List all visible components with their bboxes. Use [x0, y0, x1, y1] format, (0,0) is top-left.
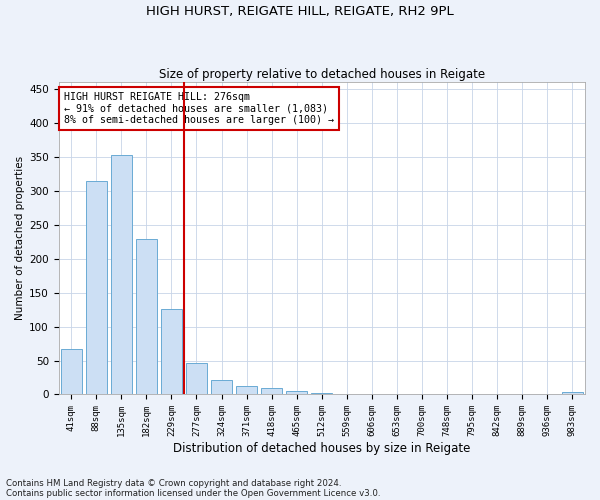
- Bar: [61, 349, 82, 395]
- Title: Size of property relative to detached houses in Reigate: Size of property relative to detached ho…: [159, 68, 485, 81]
- Bar: [211, 380, 232, 394]
- Bar: [186, 363, 207, 394]
- Bar: [236, 386, 257, 394]
- Bar: [136, 239, 157, 394]
- Text: HIGH HURST REIGATE HILL: 276sqm
← 91% of detached houses are smaller (1,083)
8% : HIGH HURST REIGATE HILL: 276sqm ← 91% of…: [64, 92, 334, 124]
- Bar: [86, 182, 107, 394]
- Text: HIGH HURST, REIGATE HILL, REIGATE, RH2 9PL: HIGH HURST, REIGATE HILL, REIGATE, RH2 9…: [146, 5, 454, 18]
- Bar: [311, 393, 332, 394]
- Bar: [261, 388, 283, 394]
- Bar: [161, 309, 182, 394]
- Bar: [110, 156, 132, 394]
- Text: Contains HM Land Registry data © Crown copyright and database right 2024.: Contains HM Land Registry data © Crown c…: [6, 478, 341, 488]
- Text: Contains public sector information licensed under the Open Government Licence v3: Contains public sector information licen…: [6, 488, 380, 498]
- Bar: [286, 391, 307, 394]
- Y-axis label: Number of detached properties: Number of detached properties: [15, 156, 25, 320]
- X-axis label: Distribution of detached houses by size in Reigate: Distribution of detached houses by size …: [173, 442, 470, 455]
- Bar: [562, 392, 583, 394]
